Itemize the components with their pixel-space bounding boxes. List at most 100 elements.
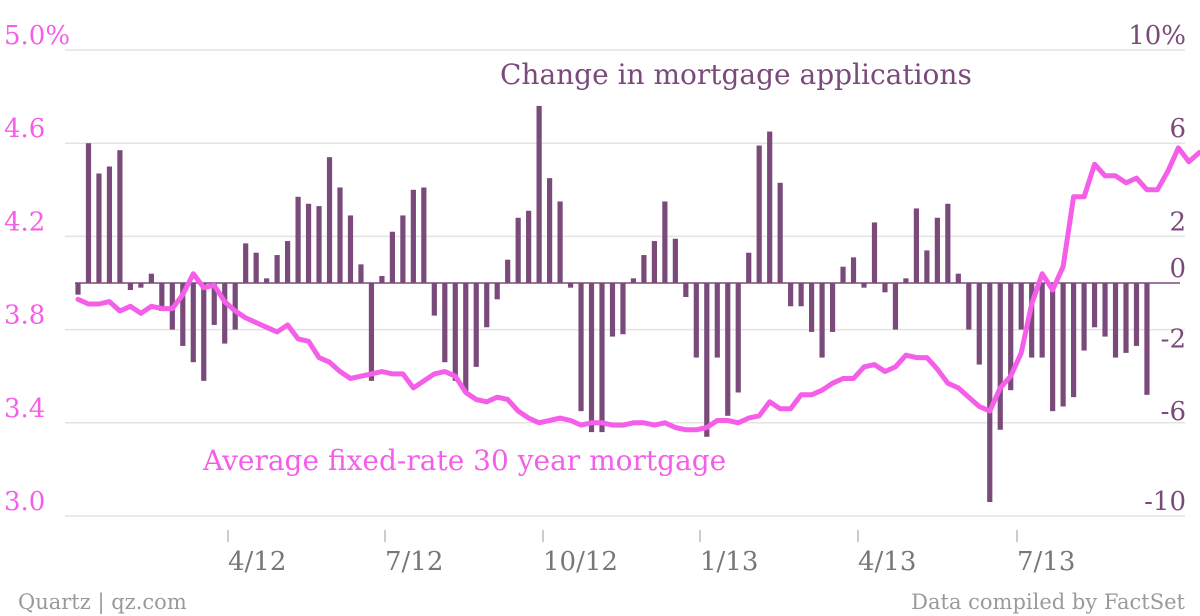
bar: [515, 217, 521, 283]
bar: [620, 283, 626, 335]
bar: [1050, 283, 1056, 412]
mortgage-rate-line: [75, 145, 1200, 433]
bar: [767, 131, 773, 283]
left-axis-tick: 5.0%: [4, 21, 70, 51]
bar: [316, 206, 322, 283]
left-axis-tick: 4.6: [4, 114, 45, 144]
bar: [452, 283, 458, 381]
bar: [463, 283, 469, 393]
x-axis-tick-label: 7/12: [385, 547, 443, 577]
bar: [672, 238, 678, 283]
bar: [1039, 283, 1045, 358]
right-axis-tick: -10: [1144, 487, 1186, 517]
bar: [494, 283, 500, 300]
bar: [400, 215, 406, 283]
bar: [75, 283, 81, 295]
bar: [1018, 283, 1024, 330]
bar: [798, 283, 804, 307]
bar: [913, 208, 919, 283]
bar: [609, 283, 616, 337]
x-axis-tick-label: 7/13: [1017, 547, 1075, 577]
bar: [955, 273, 961, 283]
bar: [138, 283, 144, 288]
bar: [232, 283, 238, 330]
bar: [180, 283, 186, 346]
bar: [683, 283, 689, 297]
bar: [253, 252, 259, 283]
bar: [127, 283, 133, 290]
bar: [1112, 283, 1119, 358]
x-axis-tick-label: 4/13: [858, 547, 916, 577]
right-axis-tick: 6: [1169, 114, 1186, 144]
bar: [295, 196, 301, 283]
bar: [641, 255, 647, 283]
bar: [976, 283, 982, 365]
bar: [693, 283, 699, 358]
source-credit: Quartz | qz.com: [18, 590, 187, 615]
bar: [421, 187, 427, 283]
bar: [379, 276, 385, 283]
bar: [190, 283, 196, 363]
bar: [882, 283, 888, 293]
bar: [924, 250, 930, 283]
bar: [892, 283, 899, 330]
bar: [934, 217, 940, 283]
bar: [662, 201, 668, 283]
bar: [264, 278, 270, 283]
bar: [588, 283, 595, 433]
bar: [484, 283, 490, 328]
bar: [714, 283, 720, 358]
bar: [777, 182, 783, 283]
bar: [871, 222, 878, 283]
bar: [1123, 283, 1129, 353]
bar: [337, 187, 343, 283]
right-axis-tick: 2: [1169, 207, 1186, 237]
bar: [547, 178, 553, 283]
line-series-label: Average fixed-rate 30 year mortgage: [202, 444, 726, 477]
bar: [305, 203, 312, 283]
bar: [85, 143, 92, 283]
bar: [578, 283, 584, 412]
bar: [243, 243, 249, 283]
bar: [431, 283, 437, 316]
bar: [410, 189, 416, 283]
right-axis-ticks: 10% 6 2 0 -2 -6 -10: [1128, 21, 1186, 517]
bar: [966, 283, 972, 330]
bar: [106, 166, 113, 283]
bar: [285, 241, 291, 283]
bar: [505, 259, 511, 283]
bar: [809, 283, 815, 332]
bar: [861, 283, 867, 288]
bar: [368, 283, 375, 381]
bar: [651, 241, 657, 283]
bar: [117, 150, 123, 283]
bar: [987, 283, 993, 503]
bar-series-label: Change in mortgage applications: [500, 58, 972, 91]
right-axis-tick: -6: [1161, 397, 1186, 427]
bar: [148, 273, 154, 283]
left-axis-ticks: 5.0% 4.6 4.2 3.8 3.4 3.0: [4, 21, 70, 517]
left-axis-tick: 3.0: [4, 487, 45, 517]
bar: [704, 283, 710, 437]
bar: [756, 145, 762, 283]
x-axis-tick-label: 10/12: [543, 547, 618, 577]
bar: [945, 203, 951, 283]
bar: [819, 283, 825, 358]
bar: [442, 283, 448, 363]
left-axis-tick: 3.8: [4, 301, 45, 331]
bar: [557, 201, 563, 283]
x-axis-tick-label: 4/12: [228, 547, 286, 577]
bar: [1133, 283, 1140, 346]
x-axis-ticks: 4/12 7/12 10/12 1/13 4/13 7/13: [227, 530, 1075, 577]
bar: [1060, 283, 1066, 407]
x-axis-tick-label: 1/13: [700, 547, 758, 577]
bar: [903, 278, 909, 283]
bar: [358, 264, 364, 283]
bar: [222, 283, 228, 344]
bar: [840, 266, 846, 283]
bar: [326, 157, 333, 283]
bar: [1091, 283, 1098, 328]
bar: [725, 283, 731, 416]
bar: [389, 231, 395, 283]
